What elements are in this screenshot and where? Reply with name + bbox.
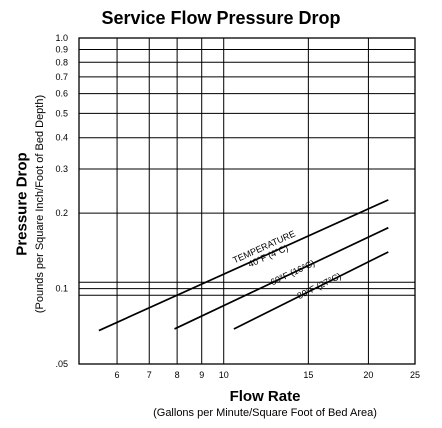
x-gridlines	[116, 38, 416, 364]
x-tick-label: 20	[363, 370, 373, 380]
series-labels: TEMPERATURE40°F (4°C)60°F (16°C)80°F (27…	[231, 228, 342, 301]
y-tick-label: 0.6	[55, 89, 68, 99]
series-line	[233, 251, 389, 330]
series-label-line: 60°F (16°C)	[269, 258, 316, 287]
y-tick-label: 0.5	[55, 108, 68, 118]
x-tick-label: 25	[410, 370, 420, 380]
series-label: 80°F (27°C)	[296, 271, 343, 301]
y-tick-label: 1.0	[55, 33, 68, 43]
series-label: 60°F (16°C)	[269, 258, 316, 287]
y-tick-label: 0.7	[55, 72, 68, 82]
y-tick-labels: .05 0.1 0.2 0.3 0.4 0.5 0.6 0.7 0.8 0.91.0	[55, 33, 68, 369]
y-tick-label: .05	[55, 359, 68, 369]
x-tick-label: 15	[303, 370, 313, 380]
x-axis-subtitle: (Gallons per Minute/Square Foot of Bed A…	[153, 407, 377, 419]
y-tick-label: 0.8	[55, 57, 68, 67]
x-tick-label: 8	[175, 370, 180, 380]
y-tick-label: 0.1	[55, 284, 68, 294]
plot-border	[78, 37, 416, 365]
x-tick-labels: 6 7 8 9 10 15 20 25	[115, 370, 420, 380]
series-line	[174, 226, 389, 330]
y-axis-title-area: Pressure Drop (Pounds per Square Inch/Fo…	[0, 0, 60, 428]
y-gridlines	[79, 37, 415, 365]
series-label-line: 80°F (27°C)	[296, 271, 343, 301]
y-axis-title: Pressure Drop	[13, 152, 31, 256]
x-tick-label: 6	[115, 370, 120, 380]
x-tick-label: 9	[199, 370, 204, 380]
chart-title: Service Flow Pressure Drop	[101, 8, 341, 28]
y-tick-label: 0.4	[55, 133, 68, 143]
y-axis-subtitle: (Pounds per Square Inch/Foot of Bed Dept…	[34, 94, 46, 314]
y-tick-label: 0.3	[55, 164, 68, 174]
x-tick-label: 7	[147, 370, 152, 380]
plot-frame	[78, 37, 416, 365]
y-tick-label: 0.2	[55, 208, 68, 218]
x-tick-label: 10	[219, 370, 229, 380]
y-tick-label: 0.9	[55, 44, 68, 54]
series-line	[98, 199, 389, 332]
series-lines	[98, 199, 389, 332]
x-axis-title: Flow Rate	[229, 388, 301, 405]
